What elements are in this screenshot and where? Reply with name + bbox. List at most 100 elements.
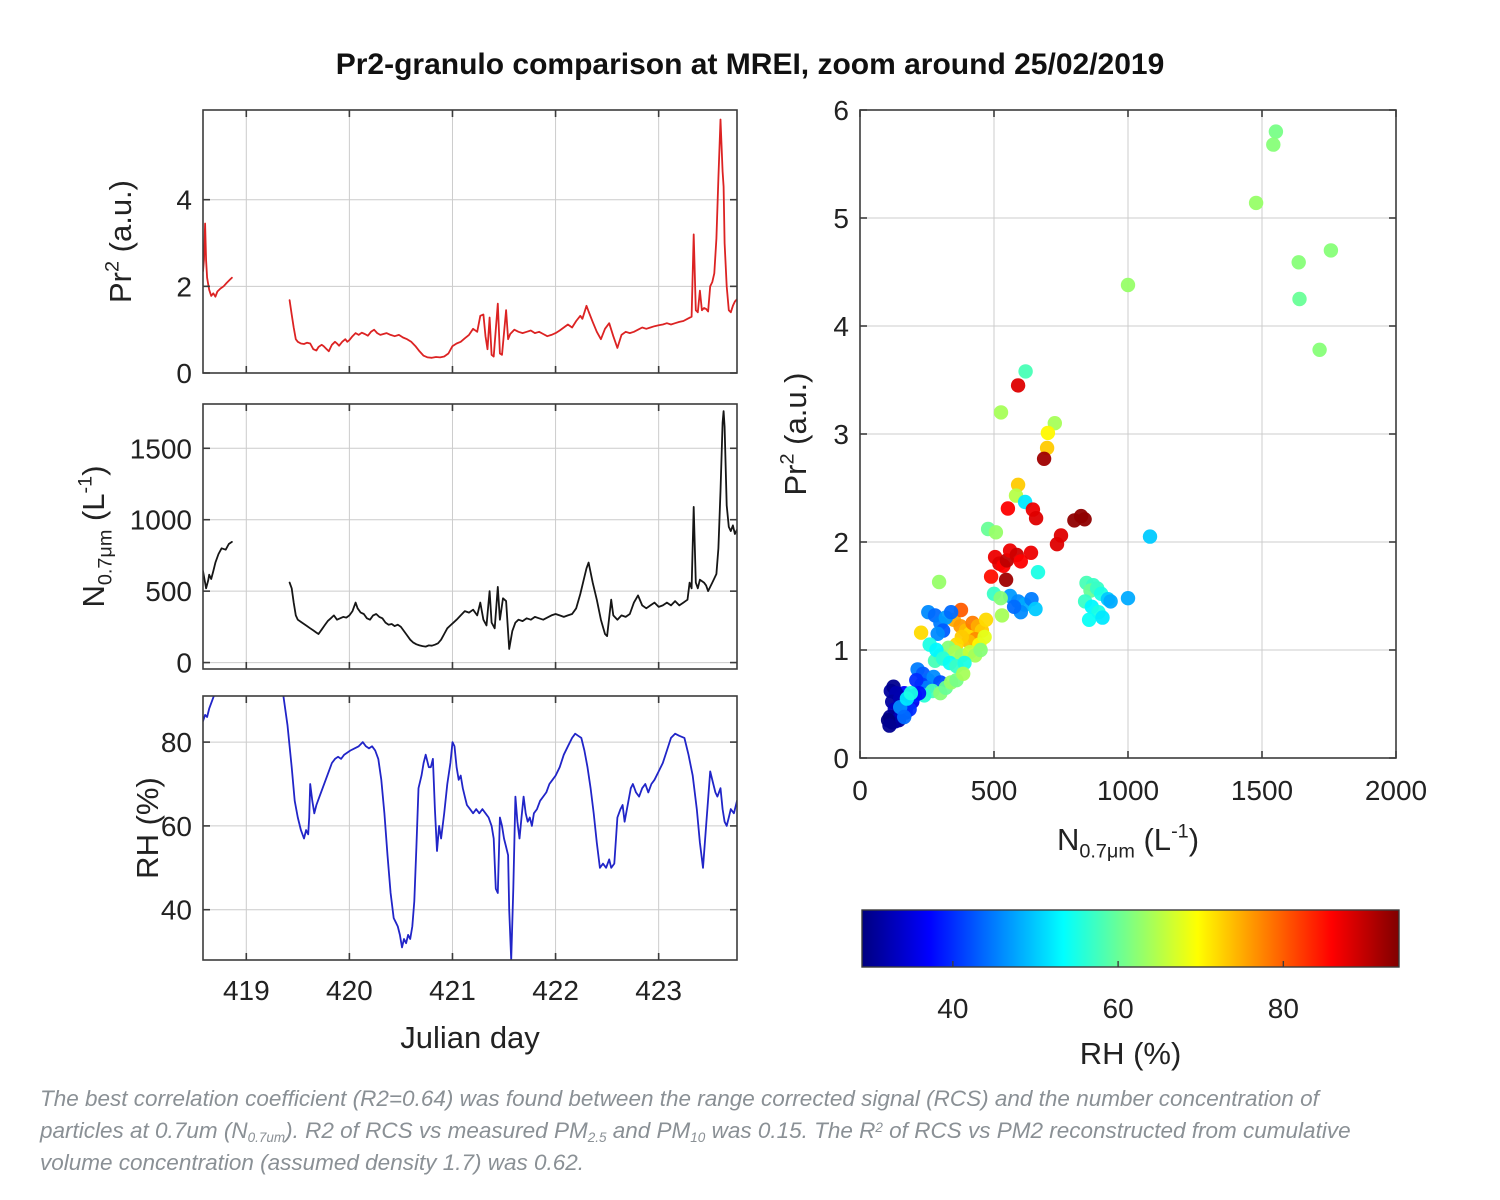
scatter-point	[1095, 610, 1110, 625]
pr2-vs-n07-scatter-ytick-label: 3	[833, 419, 849, 450]
rh-timeseries-ylabel: RH (%)	[130, 777, 165, 879]
figure-title: Pr2-granulo comparison at MREI, zoom aro…	[335, 48, 1165, 81]
scatter-points	[880, 124, 1339, 733]
caption-line: The best correlation coefficient (R2=0.6…	[40, 1086, 1319, 1111]
scatter-point	[913, 625, 929, 640]
scatter-point	[1023, 545, 1039, 560]
scatter-point	[998, 572, 1014, 587]
scatter-point	[988, 525, 1004, 540]
scatter-point	[1028, 511, 1044, 526]
scatter-point	[993, 591, 1008, 606]
scatter-point	[1028, 601, 1043, 617]
caption-line: volume concentration (assumed density 1.…	[40, 1149, 585, 1175]
scatter-point	[1103, 594, 1118, 609]
rh-timeseries-ytick-label: 60	[161, 811, 192, 842]
pr2-timeseries-ylabel: Pr2 (a.u.)	[102, 180, 138, 303]
caption-line: particles at 0.7um (N0.7um). R2 of RCS v…	[40, 1117, 1351, 1145]
n07-timeseries-ytick-label: 1500	[130, 433, 192, 464]
pr2-vs-n07-scatter-xtick-label: 500	[971, 775, 1018, 806]
scatter-point	[1030, 565, 1046, 580]
scatter-point	[1291, 255, 1306, 270]
scatter-point	[1006, 599, 1022, 614]
scatter-point	[1077, 512, 1092, 527]
rh-timeseries-xtick-label: 421	[429, 975, 476, 1006]
n07-timeseries-line	[203, 410, 737, 650]
n07-timeseries-plot: 0 500 1000 1500 N0.7μm (L-1)	[75, 403, 738, 679]
pr2-vs-n07-scatter-plot: 0 1 2 3 4 5 6 0 500 1000 1500 2000 N0.7μm (L-1) Pr2 (…	[777, 95, 1428, 862]
scatter-point	[1120, 277, 1136, 293]
scatter-point	[1010, 378, 1026, 393]
pr2-vs-n07-scatter-xlabel: N0.7μm (L-1)	[1057, 821, 1199, 863]
colorbar-tick-label: 40	[937, 993, 968, 1024]
pr2-vs-n07-scatter-ytick-label: 5	[833, 203, 849, 234]
pr2-vs-n07-scatter-ylabel: Pr2 (a.u.)	[777, 373, 813, 496]
pr2-vs-n07-scatter-xtick-label: 2000	[1365, 775, 1427, 806]
n07-timeseries-ylabel: N0.7μm (L-1)	[75, 465, 117, 607]
scatter-point	[943, 605, 959, 620]
rh-timeseries-xlabel: Julian day	[400, 1020, 540, 1055]
scatter-point	[1248, 195, 1264, 211]
n07-timeseries-ytick-label: 0	[176, 648, 192, 679]
colorbar-gradient	[861, 909, 1400, 968]
rh-timeseries-xtick-label: 420	[326, 975, 373, 1006]
scatter-point	[1266, 137, 1281, 152]
colorbar-label: RH (%)	[1080, 1036, 1182, 1071]
scatter-point	[973, 642, 988, 658]
n07-timeseries-ytick-label: 1000	[130, 505, 192, 536]
pr2-vs-n07-scatter-ytick-label: 1	[833, 635, 849, 666]
scatter-point	[1036, 451, 1052, 466]
scatter-point	[956, 666, 971, 681]
pr2-timeseries-line	[203, 118, 737, 359]
rh-timeseries-xtick-label: 422	[532, 975, 579, 1006]
scatter-point	[882, 718, 897, 733]
scatter-point	[931, 574, 947, 590]
scatter-point	[983, 569, 999, 584]
scatter-point	[977, 629, 992, 645]
rh-timeseries-line	[203, 696, 737, 960]
scatter-point	[978, 612, 994, 627]
colorbar-tick-label: 80	[1268, 993, 1299, 1024]
colorbar: 40 60 80 RH (%)	[861, 909, 1400, 1071]
pr2-vs-n07-scatter-xtick-label: 0	[852, 775, 868, 806]
rh-timeseries-plot: 40 60 80 419 420 421 422 423 Julian day RH (%)	[130, 695, 738, 1055]
scatter-point	[903, 686, 919, 701]
scatter-point	[993, 405, 1009, 420]
scatter-point	[1292, 291, 1307, 307]
scatter-point	[1000, 501, 1016, 516]
n07-timeseries-ytick-label: 500	[145, 576, 192, 607]
scatter-point	[909, 673, 924, 688]
scatter-point	[1013, 554, 1028, 569]
pr2-vs-n07-scatter-ytick-label: 4	[833, 311, 849, 342]
colorbar-tick-label: 60	[1103, 993, 1134, 1024]
pr2-timeseries-ytick-label: 4	[176, 185, 192, 216]
scatter-point	[994, 608, 1010, 623]
scatter-point	[1039, 440, 1055, 456]
scatter-point	[897, 709, 912, 725]
scatter-point	[1040, 425, 1056, 441]
pr2-timeseries-ytick-label: 0	[176, 358, 192, 389]
scatter-point	[930, 626, 945, 641]
rh-timeseries-xtick-label: 423	[635, 975, 682, 1006]
scatter-point	[1049, 537, 1065, 552]
scatter-point	[1268, 124, 1284, 139]
pr2-vs-n07-scatter-xtick-label: 1000	[1097, 775, 1159, 806]
scatter-point	[1018, 364, 1033, 379]
pr2-vs-n07-scatter-ytick-label: 0	[833, 743, 849, 774]
scatter-point	[1142, 529, 1158, 544]
pr2-vs-n07-scatter-ytick-label: 2	[833, 527, 849, 558]
scatter-point	[1081, 612, 1097, 627]
pr2-vs-n07-scatter-xtick-label: 1500	[1231, 775, 1293, 806]
scatter-point	[1120, 591, 1136, 606]
scatter-point	[1312, 342, 1327, 357]
scatter-point	[1323, 243, 1339, 258]
scatter-point	[1010, 477, 1026, 492]
pr2-timeseries-ytick-label: 2	[176, 271, 192, 302]
figure-caption: The best correlation coefficient (R2=0.6…	[40, 1083, 1470, 1179]
scatter-point	[957, 655, 972, 671]
rh-timeseries-ytick-label: 40	[161, 895, 192, 926]
rh-timeseries-ytick-label: 80	[161, 727, 192, 758]
pr2-vs-n07-scatter-ytick-label: 6	[833, 95, 849, 126]
pr2-timeseries-plot: 0 2 4 Pr2 (a.u.)	[102, 109, 738, 389]
